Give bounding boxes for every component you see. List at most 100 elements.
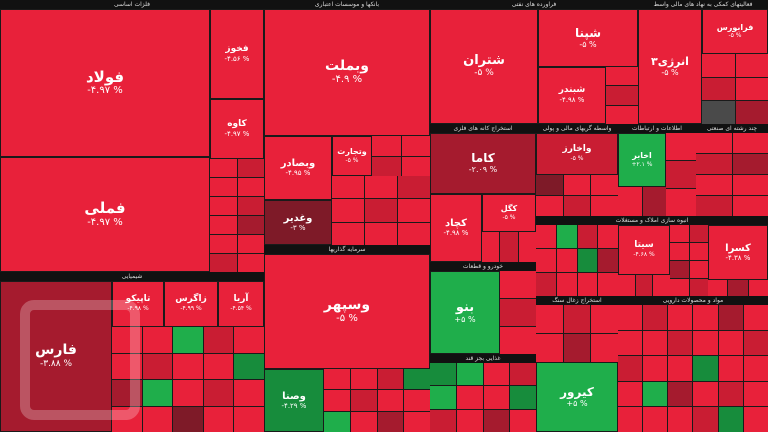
tile-kegel[interactable]: کگل -۵ % — [482, 194, 536, 232]
tile-name: فولاد — [85, 67, 125, 86]
tile-name: بنو — [455, 299, 475, 315]
sector-basic-metals: فلزات اساسی فولاد -۴.۹۷ % فملی -۴.۹۷ % ف… — [0, 0, 264, 272]
tile-kechad[interactable]: کچاد -۴.۹۸ % — [430, 194, 482, 262]
tile-pct: -۳ % — [290, 223, 306, 232]
sector-header: استخراج کانه های فلزی — [430, 124, 536, 133]
tile-pct: -۴.۳۸ % — [725, 253, 751, 262]
tile-pct: -۴.۹۷ % — [224, 129, 250, 138]
tile-name: وسپهر — [323, 296, 371, 313]
tile-fakhouz[interactable]: فخوز -۴.۵۶ % — [210, 9, 264, 99]
sector-auto: خودرو و قطعات بنو +۵ % — [430, 262, 536, 354]
small-tiles — [210, 159, 264, 272]
small-tiles — [500, 271, 536, 354]
tile-pct: +۵ % — [566, 398, 588, 408]
tile-name: کیرور — [560, 384, 594, 399]
sector-real-estate: انبوه سازی املاک و مستغلات سیتا -۴.۶۸ % … — [536, 216, 768, 296]
sector-header: فلزات اساسی — [0, 0, 264, 9]
tile-pct: -۵ % — [728, 32, 742, 40]
sector-header: چند رشته ای صنعتی — [696, 124, 768, 133]
tile-name: وبملت — [325, 57, 369, 74]
tile-name: وصنا — [282, 390, 306, 402]
tile-kaveh[interactable]: کاوه -۴.۹۷ % — [210, 99, 264, 159]
tile-name: شتران — [463, 52, 505, 68]
tile-kerbor[interactable]: کیرور +۵ % — [536, 362, 618, 432]
small-tiles — [536, 305, 618, 362]
tile-pct: -۳.۸۸ % — [39, 358, 73, 369]
small-tiles — [666, 133, 696, 216]
tile-vesepahr[interactable]: وسپهر -۵ % — [264, 254, 430, 369]
small-tiles — [536, 225, 618, 296]
tile-vtejarat[interactable]: وتجارت -۵ % — [332, 136, 372, 176]
small-tiles — [708, 280, 768, 296]
sector-coal: استخراج زغال سنگ کیرور +۵ % — [536, 296, 618, 432]
watermark-logo — [20, 300, 140, 420]
tile-name: فارس — [35, 342, 77, 359]
tile-vabemellat[interactable]: وبملت -۴.۹ % — [264, 9, 430, 136]
sector-header: بانکها و موسسات اعتباری — [264, 0, 430, 9]
tile-arya[interactable]: آریا -۴.۵۴ % — [218, 281, 264, 327]
tile-pct: -۵ % — [661, 67, 679, 77]
tile-pct: -۵ % — [579, 39, 597, 49]
sector-telecom: اطلاعات و ارتباطات اخابر +۲.۱ % — [618, 124, 696, 216]
tile-benu[interactable]: بنو +۵ % — [430, 271, 500, 354]
sector-header: غذایی بجز قند — [430, 354, 536, 363]
tile-shebandar[interactable]: شبندر -۴.۹۸ % — [538, 67, 606, 124]
small-tiles — [618, 187, 666, 216]
tile-pct: -۴.۶۸ % — [633, 251, 655, 259]
sector-header: مواد و محصولات دارویی — [618, 296, 768, 305]
tile-pct: -۴.۹۵ % — [285, 169, 311, 178]
tile-fooolad[interactable]: فولاد -۴.۹۷ % — [0, 9, 210, 157]
tile-shepna[interactable]: شپنا -۵ % — [538, 9, 638, 67]
sector-food: غذایی بجز قند — [430, 354, 536, 432]
tile-pct: +۵ % — [454, 314, 476, 324]
sector-oil-products: فراورده های نفتی شتران -۵ % شپنا -۵ % شب… — [430, 0, 638, 124]
tile-faras[interactable]: فارس -۳.۸۸ % — [0, 281, 112, 432]
tile-vebsader[interactable]: وبصادر -۴.۹۵ % — [264, 136, 332, 200]
sector-header: فراورده های نفتی — [430, 0, 638, 9]
small-tiles — [618, 305, 768, 432]
tile-pct: -۴.۲۹ % — [281, 401, 307, 410]
tile-name: فملی — [84, 199, 126, 218]
tile-farabourse[interactable]: فرابورس -۵ % — [702, 9, 768, 54]
small-tiles — [670, 225, 708, 296]
small-tiles — [372, 136, 430, 176]
sector-header: استخراج زغال سنگ — [536, 296, 618, 305]
tile-name: شبندر — [558, 85, 586, 96]
tile-sita[interactable]: سیتا -۴.۶۸ % — [618, 225, 670, 275]
sector-header: فعالیتهای کمکی به نهاد های مالی واسط — [638, 0, 768, 9]
tile-name: فرابورس — [716, 22, 754, 32]
tile-name: آریا — [233, 294, 249, 305]
small-tiles — [702, 54, 768, 124]
tile-pct: -۴.۹ % — [331, 74, 363, 86]
sector-banks: بانکها و موسسات اعتباری وبملت -۴.۹ % وبص… — [264, 0, 430, 245]
sector-financial: واسطه گریهای مالی و پولی واخارز -۵ % — [536, 124, 618, 216]
tile-kasra[interactable]: کسرا -۴.۳۸ % — [708, 225, 768, 280]
tile-pct: -۴.۹۸ % — [443, 229, 469, 238]
tile-name: کسرا — [725, 242, 751, 254]
tile-kama[interactable]: کاما -۲.۰۹ % — [430, 133, 536, 194]
tile-name: اخابر — [632, 151, 652, 160]
tile-name: زاگرس — [175, 294, 207, 305]
sector-header: اطلاعات و ارتباطات — [618, 124, 696, 133]
tile-name: انرژی۳ — [651, 54, 689, 68]
tile-vakhariz[interactable]: واخارز -۵ % — [536, 133, 618, 175]
tile-pct: -۴.۵۴ % — [230, 305, 252, 313]
tile-vaghadir[interactable]: وغدیر -۳ % — [264, 200, 332, 245]
small-tiles — [618, 275, 670, 296]
tile-name: تاپیکو — [125, 294, 151, 305]
tile-zagros[interactable]: زاگرس -۴.۹۹ % — [164, 281, 218, 327]
small-tiles — [696, 133, 768, 216]
tile-famli[interactable]: فملی -۴.۹۷ % — [0, 157, 210, 272]
sector-multi-industry: چند رشته ای صنعتی — [696, 124, 768, 216]
small-tiles — [430, 363, 536, 432]
small-tiles — [332, 176, 430, 245]
tile-vesena[interactable]: وصنا -۴.۲۹ % — [264, 369, 324, 432]
tile-name: واخارز — [562, 144, 592, 155]
sector-chemicals: شیمیایی فارس -۳.۸۸ % تاپیکو -۴.۹۸ % زاگر… — [0, 272, 264, 432]
sector-header: سرمایه گذاریها — [264, 245, 430, 254]
tile-name: کگل — [500, 204, 518, 213]
tile-akhaber[interactable]: اخابر +۲.۱ % — [618, 133, 666, 187]
small-tiles — [482, 232, 536, 262]
tile-energy3[interactable]: انرژی۳ -۵ % — [638, 9, 702, 124]
tile-shetran[interactable]: شتران -۵ % — [430, 9, 538, 124]
